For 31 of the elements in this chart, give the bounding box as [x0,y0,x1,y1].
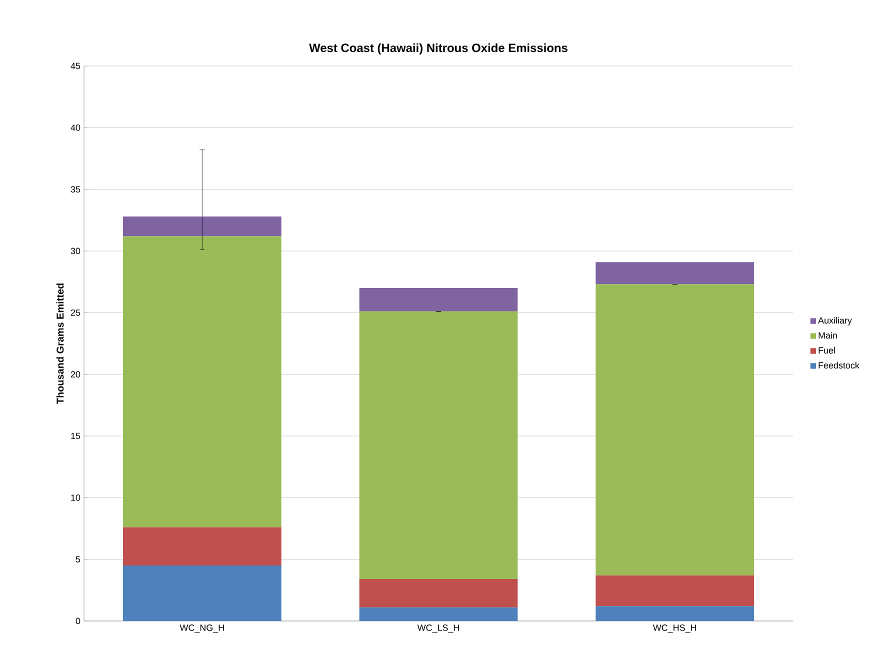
bar [596,575,754,606]
y-tick-label: 30 [70,248,80,254]
bar [359,288,518,312]
legend-label: Main [818,332,837,339]
bar [123,527,282,566]
bar [596,606,754,621]
chart-title: West Coast (Hawaii) Nitrous Oxide Emissions [309,43,568,55]
y-axis-title: Thousand Grams Emitted [56,284,64,404]
legend-label: Auxiliary [818,317,852,326]
y-tick-label: 15 [71,432,80,440]
y-tick-label: 45 [70,62,80,70]
bar [123,236,282,528]
y-tick-label: 5 [76,556,80,562]
bar [596,262,754,284]
x-tick-label: WC_LS_H [417,624,459,633]
y-tick-label: 0 [76,618,80,624]
x-tick-label: WC_HS_H [652,624,696,633]
bar [596,284,754,576]
bar [359,579,518,608]
y-tick-label: 35 [70,186,80,192]
bar [123,216,282,236]
x-tick-label: WC_NG_H [180,624,224,633]
bar [359,311,518,580]
legend-label: Fuel [818,346,835,354]
legend-label: Feedstock [818,362,860,369]
y-tick-label: 10 [71,494,80,501]
y-tick-label: 20 [70,371,80,378]
bar [359,607,518,621]
y-tick-label: 25 [70,309,80,316]
bar [123,565,282,621]
y-tick-label: 40 [70,124,80,131]
